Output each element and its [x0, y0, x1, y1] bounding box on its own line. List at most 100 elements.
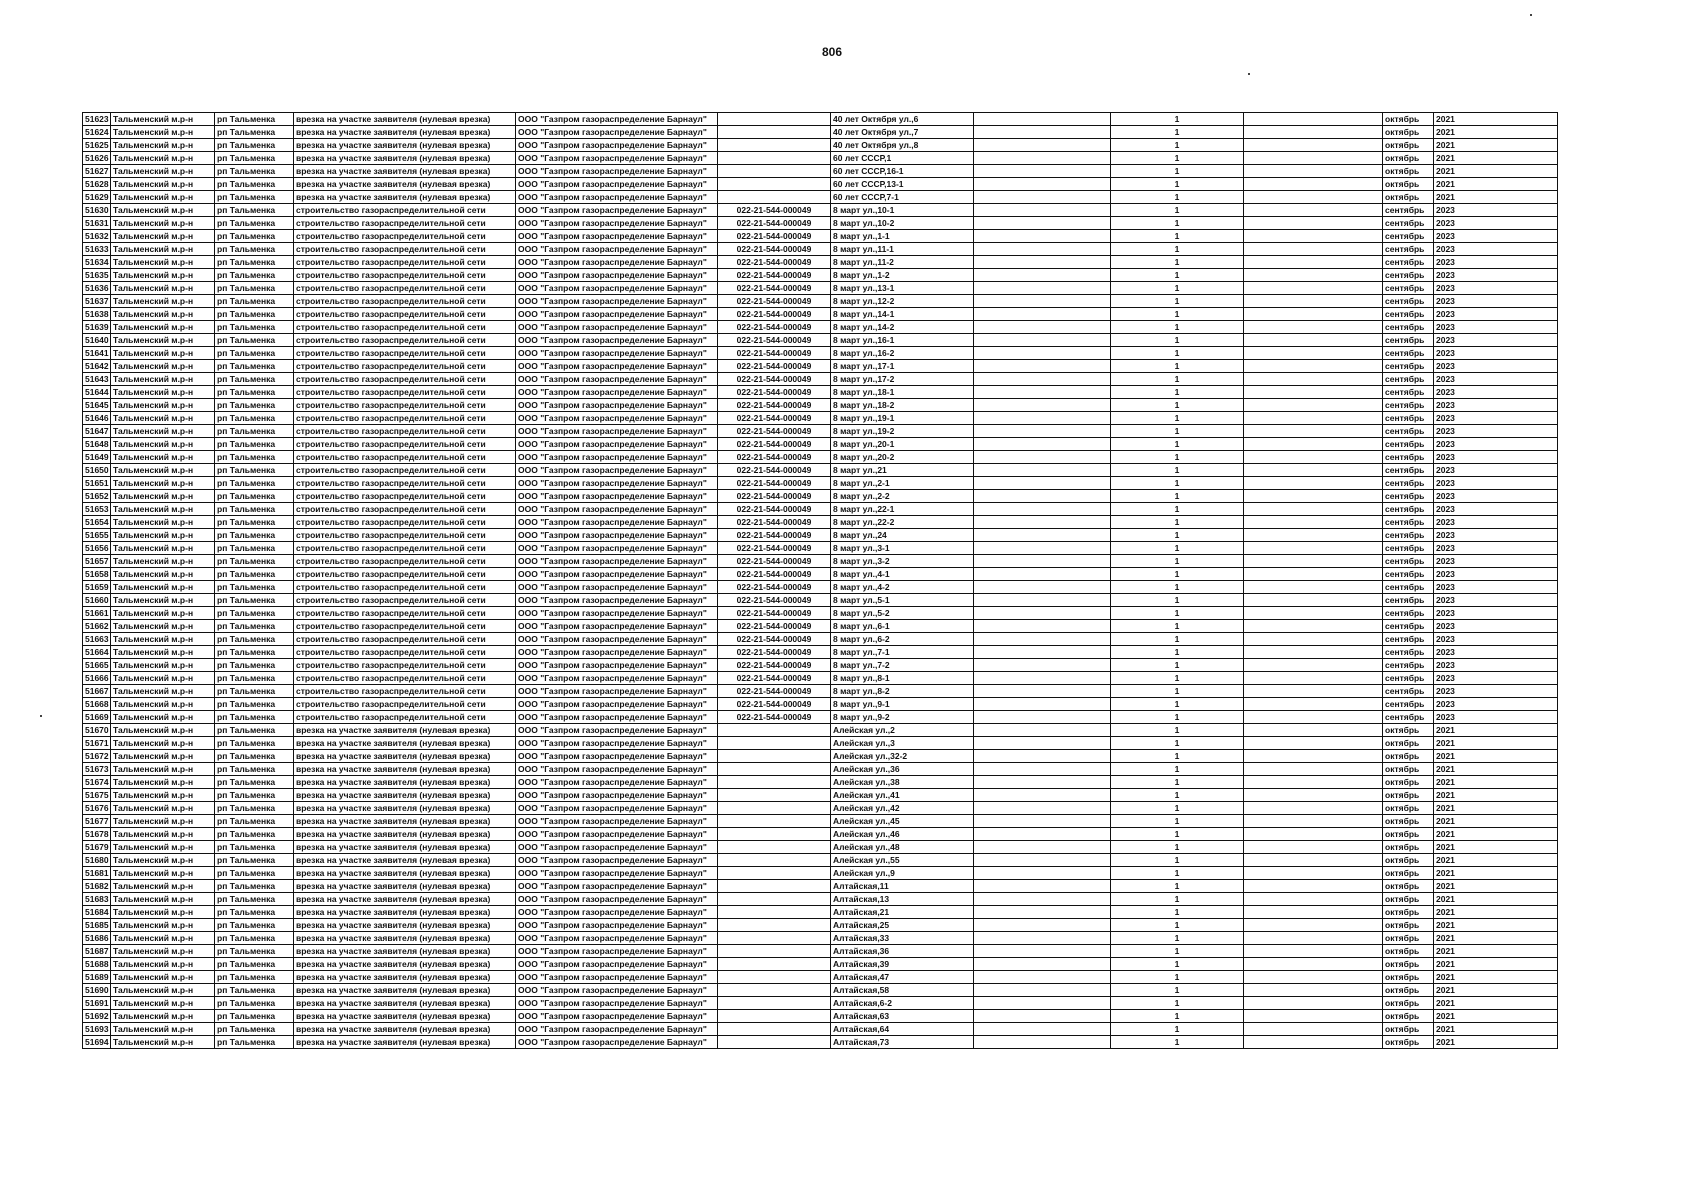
permit-number-cell: [717, 827, 831, 841]
count-cell: 1: [1110, 164, 1244, 178]
row-number-cell: 51662: [82, 619, 111, 633]
year-cell: 2023: [1433, 242, 1558, 256]
address-cell: 8 март ул.,3-2: [830, 554, 974, 568]
settlement-cell: рп Тальменка: [214, 645, 294, 659]
address-cell: Алтайская,11: [830, 879, 974, 893]
row-number-cell: 51667: [82, 684, 111, 698]
month-cell: октябрь: [1382, 918, 1434, 932]
month-cell: октябрь: [1382, 723, 1434, 737]
row-number-cell: 51648: [82, 437, 111, 451]
address-cell: 8 март ул.,1-1: [830, 229, 974, 243]
table-row: 51624 Тальменский м.р-н рп Тальменка врезка…: [82, 125, 1558, 139]
count-cell: 1: [1110, 879, 1244, 893]
count-cell: 1: [1110, 840, 1244, 854]
district-cell: Тальменский м.р-н: [110, 190, 215, 204]
row-number-cell: 51689: [82, 970, 111, 984]
empty-cell: [1243, 281, 1383, 295]
settlement-cell: рп Тальменка: [214, 619, 294, 633]
table-row: 51647 Тальменский м.р-н рп Тальменка строит…: [82, 424, 1558, 438]
row-number-cell: 51671: [82, 736, 111, 750]
empty-cell: [973, 658, 1111, 672]
empty-cell: [1243, 346, 1383, 360]
district-cell: Тальменский м.р-н: [110, 164, 215, 178]
table-row: 51674 Тальменский м.р-н рп Тальменка врезка…: [82, 775, 1558, 789]
empty-cell: [1243, 190, 1383, 204]
empty-cell: [973, 190, 1111, 204]
district-cell: Тальменский м.р-н: [110, 866, 215, 880]
district-cell: Тальменский м.р-н: [110, 515, 215, 529]
work-type-cell: врезка на участке заявителя (нулевая вре…: [293, 762, 516, 776]
year-cell: 2023: [1433, 346, 1558, 360]
count-cell: 1: [1110, 190, 1244, 204]
district-cell: Тальменский м.р-н: [110, 554, 215, 568]
district-cell: Тальменский м.р-н: [110, 749, 215, 763]
empty-cell: [1243, 307, 1383, 321]
row-number-cell: 51635: [82, 268, 111, 282]
month-cell: сентябрь: [1382, 593, 1434, 607]
district-cell: Тальменский м.р-н: [110, 801, 215, 815]
district-cell: Тальменский м.р-н: [110, 502, 215, 516]
settlement-cell: рп Тальменка: [214, 424, 294, 438]
month-cell: сентябрь: [1382, 424, 1434, 438]
count-cell: 1: [1110, 359, 1244, 373]
organization-cell: ООО "Газпром газораспределение Барнаул": [515, 814, 718, 828]
year-cell: 2021: [1433, 866, 1558, 880]
table-row: 51623 Тальменский м.р-н рп Тальменка врезка…: [82, 112, 1558, 126]
permit-number-cell: [717, 866, 831, 880]
count-cell: 1: [1110, 931, 1244, 945]
count-cell: 1: [1110, 281, 1244, 295]
permit-number-cell: 022-21-544-000049: [717, 671, 831, 685]
address-cell: 60 лет СССР,7-1: [830, 190, 974, 204]
settlement-cell: рп Тальменка: [214, 437, 294, 451]
table-row: 51679 Тальменский м.р-н рп Тальменка врезка…: [82, 840, 1558, 854]
permit-number-cell: 022-21-544-000049: [717, 320, 831, 334]
empty-cell: [973, 437, 1111, 451]
year-cell: 2021: [1433, 138, 1558, 152]
address-cell: Алейская ул.,48: [830, 840, 974, 854]
empty-cell: [1243, 541, 1383, 555]
count-cell: 1: [1110, 411, 1244, 425]
empty-cell: [973, 333, 1111, 347]
empty-cell: [1243, 203, 1383, 217]
year-cell: 2021: [1433, 801, 1558, 815]
empty-cell: [1243, 853, 1383, 867]
settlement-cell: рп Тальменка: [214, 502, 294, 516]
page-number: 806: [822, 45, 843, 59]
permit-number-cell: [717, 762, 831, 776]
row-number-cell: 51631: [82, 216, 111, 230]
organization-cell: ООО "Газпром газораспределение Барнаул": [515, 203, 718, 217]
work-type-cell: врезка на участке заявителя (нулевая вре…: [293, 970, 516, 984]
permit-number-cell: [717, 112, 831, 126]
table-row: 51692 Тальменский м.р-н рп Тальменка врезка…: [82, 1009, 1558, 1023]
permit-number-cell: 022-21-544-000049: [717, 346, 831, 360]
row-number-cell: 51693: [82, 1022, 111, 1036]
organization-cell: ООО "Газпром газораспределение Барнаул": [515, 567, 718, 581]
settlement-cell: рп Тальменка: [214, 307, 294, 321]
district-cell: Тальменский м.р-н: [110, 736, 215, 750]
empty-cell: [973, 411, 1111, 425]
row-number-cell: 51645: [82, 398, 111, 412]
empty-cell: [1243, 1035, 1383, 1049]
month-cell: октябрь: [1382, 125, 1434, 139]
permit-number-cell: 022-21-544-000049: [717, 307, 831, 321]
empty-cell: [1243, 216, 1383, 230]
month-cell: октябрь: [1382, 879, 1434, 893]
count-cell: 1: [1110, 138, 1244, 152]
count-cell: 1: [1110, 957, 1244, 971]
address-cell: Алтайская,36: [830, 944, 974, 958]
permit-number-cell: 022-21-544-000049: [717, 645, 831, 659]
row-number-cell: 51623: [82, 112, 111, 126]
organization-cell: ООО "Газпром газораспределение Барнаул": [515, 788, 718, 802]
organization-cell: ООО "Газпром газораспределение Барнаул": [515, 177, 718, 191]
empty-cell: [973, 255, 1111, 269]
address-cell: 8 март ул.,12-2: [830, 294, 974, 308]
table-row: 51661 Тальменский м.р-н рп Тальменка строит…: [82, 606, 1558, 620]
month-cell: октябрь: [1382, 177, 1434, 191]
empty-cell: [973, 749, 1111, 763]
address-cell: Алейская ул.,42: [830, 801, 974, 815]
organization-cell: ООО "Газпром газораспределение Барнаул": [515, 762, 718, 776]
year-cell: 2021: [1433, 775, 1558, 789]
permit-number-cell: [717, 879, 831, 893]
district-cell: Тальменский м.р-н: [110, 1035, 215, 1049]
permit-number-cell: [717, 814, 831, 828]
